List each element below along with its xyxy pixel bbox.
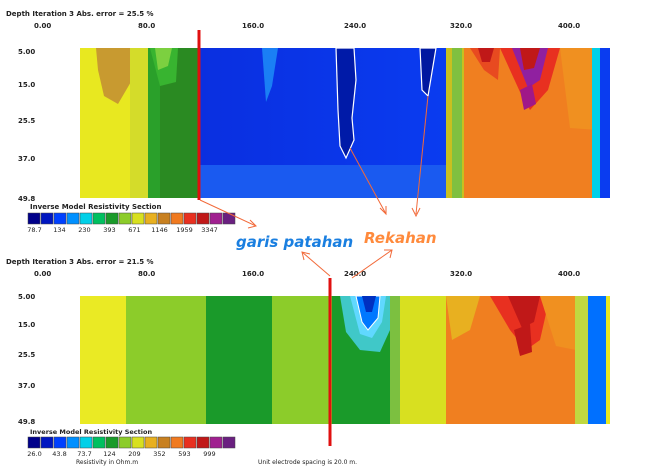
- bottom-depth-1: 15.0: [18, 321, 36, 329]
- top-legend-value: 1959: [176, 226, 193, 234]
- resistivity-units: Resistivity in Ohm.m: [76, 459, 139, 466]
- bottom-section-image: [80, 295, 610, 424]
- top-legend-value: 3347: [201, 226, 218, 234]
- top-legend-value: 671: [128, 226, 141, 234]
- bottom-legend-swatches: [27, 436, 236, 449]
- bottom-tick-0: 0.00: [34, 270, 52, 278]
- top-legend-value: 393: [103, 226, 116, 234]
- top-tick-5: 400.0: [558, 22, 581, 30]
- top-legend-value: 230: [78, 226, 91, 234]
- top-depth-1: 15.0: [18, 81, 36, 89]
- top-legend-title: Inverse Model Resistivity Section: [30, 203, 162, 211]
- bottom-legend-values: 26.0 43.8 73.7 124 209 352 593 999: [22, 450, 222, 458]
- top-header: Depth Iteration 3 Abs. error = 25.5 %: [6, 10, 154, 18]
- bottom-tick-1: 80.0: [138, 270, 156, 278]
- top-legend-value: 78.7: [27, 226, 42, 234]
- top-depth-3: 37.0: [18, 155, 36, 163]
- top-legend-value: 134: [53, 226, 66, 234]
- fault-annotation: garis patahan: [236, 233, 354, 251]
- top-tick-0: 0.00: [34, 22, 52, 30]
- top-legend-values: 78.7 134 230 393 671 1146 1959 3347: [22, 226, 222, 234]
- bottom-depth-2: 25.5: [18, 351, 36, 359]
- bottom-tick-3: 240.0: [344, 270, 367, 278]
- bottom-header: Depth Iteration 3 Abs. error = 21.5 %: [6, 258, 154, 266]
- bottom-depth-0: 5.00: [18, 293, 36, 301]
- bottom-legend-value: 124: [103, 450, 116, 458]
- bottom-legend-value: 593: [178, 450, 191, 458]
- top-tick-2: 160.0: [242, 22, 265, 30]
- bottom-legend-value: 43.8: [52, 450, 67, 458]
- bottom-legend-value: 352: [153, 450, 166, 458]
- cracks-annotation: Rekahan: [364, 229, 437, 247]
- electrode-spacing: Unit electrode spacing is 20.0 m.: [258, 459, 358, 466]
- top-tick-4: 320.0: [450, 22, 473, 30]
- top-legend-value: 1146: [151, 226, 168, 234]
- bottom-depth-3: 37.0: [18, 382, 36, 390]
- bottom-depth-4: 49.8: [18, 418, 36, 426]
- bottom-tick-4: 320.0: [450, 270, 473, 278]
- bottom-legend-value: 999: [203, 450, 216, 458]
- top-section-image: [80, 47, 610, 198]
- top-depth-0: 5.00: [18, 48, 36, 56]
- annotation-arrows: [199, 95, 429, 279]
- bottom-tick-2: 160.0: [242, 270, 265, 278]
- top-tick-3: 240.0: [344, 22, 367, 30]
- top-depth-2: 25.5: [18, 117, 36, 125]
- bottom-tick-5: 400.0: [558, 270, 581, 278]
- bottom-legend-value: 73.7: [77, 450, 92, 458]
- top-tick-1: 80.0: [138, 22, 156, 30]
- bottom-legend-title: Inverse Model Resistivity Section: [30, 428, 153, 436]
- bottom-legend-value: 209: [128, 450, 141, 458]
- bottom-legend-value: 26.0: [27, 450, 42, 458]
- top-depth-4: 49.8: [18, 195, 36, 203]
- top-legend-swatches: [27, 212, 236, 225]
